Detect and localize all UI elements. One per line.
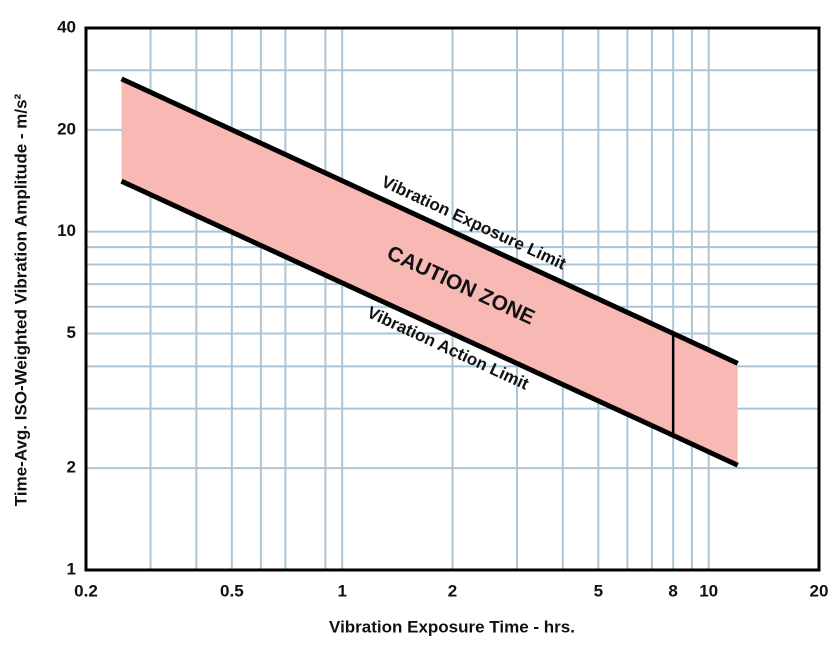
x-tick-label: 8 <box>668 581 677 600</box>
y-tick-label: 1 <box>67 559 76 578</box>
x-tick-label: 10 <box>699 581 718 600</box>
x-tick-label: 1 <box>337 581 346 600</box>
y-tick-label: 2 <box>67 458 76 477</box>
x-tick-label: 0.2 <box>74 581 98 600</box>
y-tick-label: 40 <box>57 17 76 36</box>
y-tick-label: 20 <box>57 119 76 138</box>
plot-frame <box>84 26 821 572</box>
caution-zone <box>121 78 738 466</box>
y-axis-label: Time-Avg. ISO-Weighted Vibration Amplitu… <box>11 93 30 506</box>
y-tick-label: 10 <box>57 221 76 240</box>
x-tick-label: 5 <box>594 581 603 600</box>
x-tick-label: 0.5 <box>220 581 244 600</box>
y-tick-label: 5 <box>67 323 76 342</box>
x-tick-label: 2 <box>448 581 457 600</box>
x-tick-label: 20 <box>810 581 829 600</box>
x-axis-label: Vibration Exposure Time - hrs. <box>329 617 575 636</box>
